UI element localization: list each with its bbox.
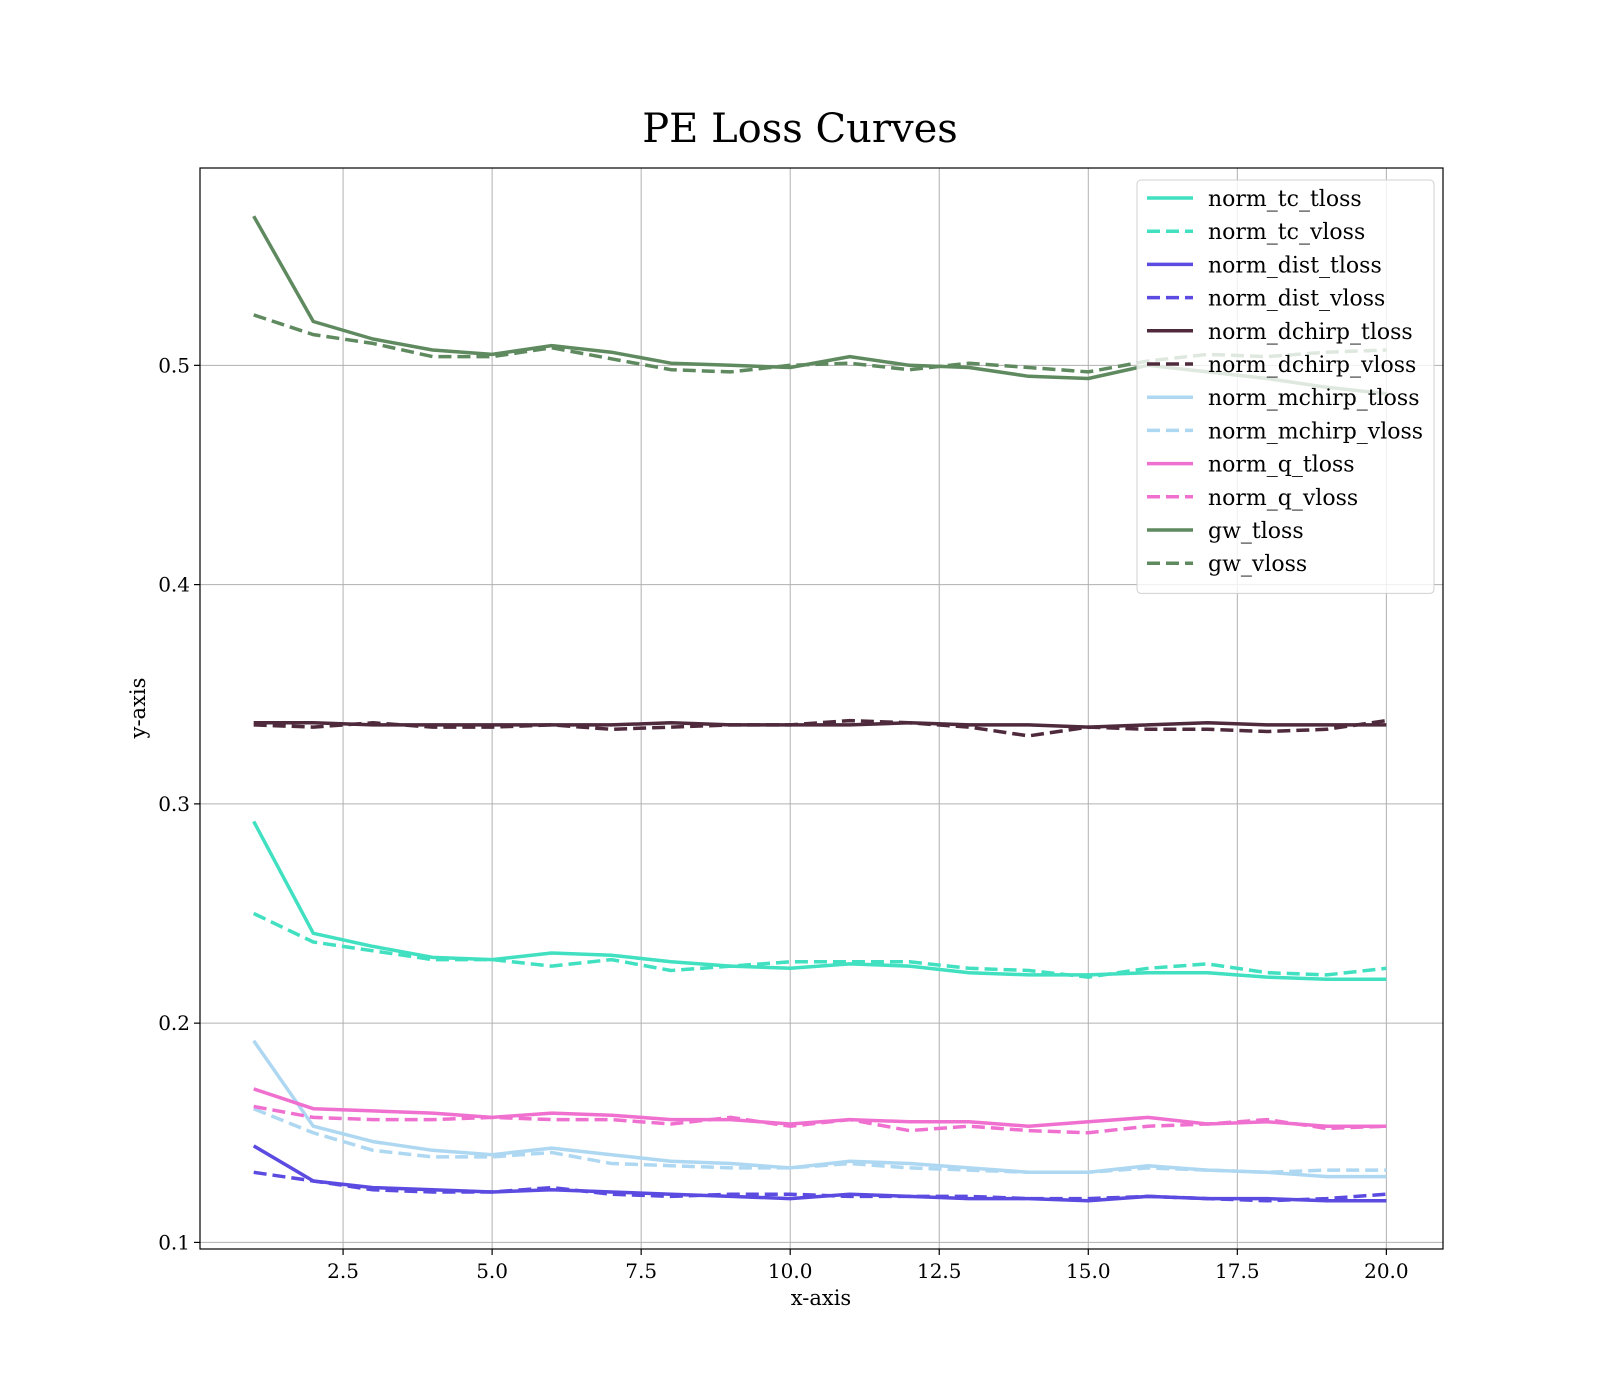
legend-label: norm_tc_vloss bbox=[1208, 220, 1365, 245]
axis-ticks: 2.5 5.0 7.5 10.0 12.5 15.0 17.5 20.0 0.1 0.2 0.3 0.… bbox=[158, 353, 1408, 1283]
legend-label: norm_mchirp_tloss bbox=[1208, 386, 1419, 411]
x-tick-label: 12.5 bbox=[917, 1259, 962, 1283]
x-tick-label: 20.0 bbox=[1364, 1259, 1409, 1283]
series-line-norm-dist-tloss bbox=[252, 1144, 1387, 1203]
series-line-norm-mchirp-vloss bbox=[253, 1107, 1387, 1175]
legend-label: norm_dchirp_tloss bbox=[1208, 320, 1413, 345]
legend-label: norm_q_vloss bbox=[1208, 486, 1358, 511]
y-tick-label: 0.5 bbox=[158, 353, 190, 377]
x-tick-label: 2.5 bbox=[327, 1259, 359, 1283]
x-tick-label: 7.5 bbox=[625, 1259, 657, 1283]
legend-box bbox=[1136, 179, 1435, 594]
x-tick-label: 15.0 bbox=[1066, 1259, 1111, 1283]
legend: norm_tc_tloss norm_tc_vloss norm_dist_tlos… bbox=[1136, 179, 1435, 594]
legend-label: norm_tc_tloss bbox=[1208, 187, 1362, 212]
series-lines bbox=[252, 215, 1387, 1203]
y-tick-label: 0.1 bbox=[158, 1230, 190, 1254]
legend-label: norm_dist_tloss bbox=[1208, 253, 1382, 278]
x-tick-label: 10.0 bbox=[768, 1259, 813, 1283]
legend-label: norm_q_tloss bbox=[1208, 453, 1355, 478]
y-tick-label: 0.4 bbox=[158, 573, 190, 597]
legend-label: gw_vloss bbox=[1208, 552, 1307, 577]
legend-label: norm_dchirp_vloss bbox=[1208, 353, 1416, 378]
x-tick-label: 5.0 bbox=[476, 1259, 508, 1283]
x-axis-label: x-axis bbox=[791, 1286, 851, 1310]
y-tick-label: 0.2 bbox=[158, 1011, 190, 1035]
legend-label: gw_tloss bbox=[1208, 519, 1304, 544]
series-line-norm-tc-tloss bbox=[252, 820, 1387, 982]
series-line-norm-q-tloss bbox=[253, 1087, 1387, 1128]
series-line-norm-q-vloss bbox=[253, 1104, 1387, 1135]
x-tick-label: 17.5 bbox=[1215, 1259, 1260, 1283]
chart-title: PE Loss Curves bbox=[642, 106, 958, 152]
series-line-norm-tc-vloss bbox=[252, 911, 1387, 979]
y-axis-label: y-axis bbox=[126, 678, 150, 740]
series-line-norm-dist-vloss bbox=[253, 1170, 1387, 1203]
legend-label: norm_dist_vloss bbox=[1208, 287, 1385, 312]
series-line-norm-dchirp-tloss bbox=[253, 721, 1387, 729]
legend-label: norm_mchirp_vloss bbox=[1208, 419, 1423, 444]
y-tick-label: 0.3 bbox=[158, 792, 190, 816]
plot-frame bbox=[199, 167, 1444, 1250]
